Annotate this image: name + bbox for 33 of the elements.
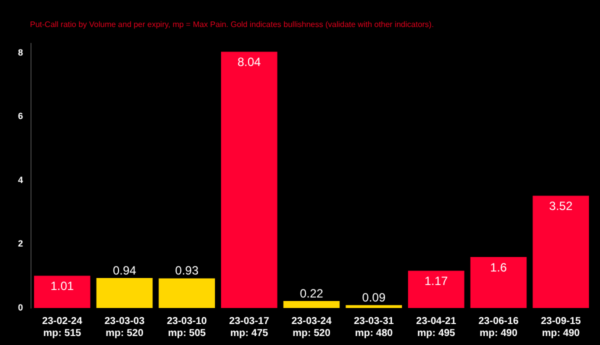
y-tick-label: 2 [18, 238, 24, 249]
data-label: 0.94 [112, 263, 137, 278]
chart-subtitle: Put-Call ratio by Volume and per expiry, mp = Max Pain. Gold indicates bullishness (validate with other indicators). [30, 20, 434, 29]
bar [34, 276, 90, 308]
x-tick-label: 23-03-24 mp: 520 [291, 316, 332, 339]
x-tick-label: 23-04-21 mp: 495 [416, 316, 457, 339]
x-tick-label: 23-03-03 mp: 520 [104, 316, 145, 339]
x-tick-label: 23-02-24 mp: 515 [42, 316, 83, 339]
data-label: 3.52 [549, 199, 573, 214]
x-tick-label: 23-03-17 mp: 475 [229, 316, 270, 339]
y-tick-label: 0 [18, 302, 24, 312]
bar [158, 278, 215, 308]
x-tick-label: 23-06-16 mp: 490 [478, 316, 519, 339]
bar [96, 278, 153, 308]
data-label: 1.01 [50, 279, 74, 294]
data-label: 8.04 [237, 55, 262, 69]
y-tick-label: 8 [18, 47, 24, 58]
bar [221, 52, 278, 308]
data-label: 1.6 [490, 260, 508, 274]
bar [346, 305, 402, 308]
bar [283, 300, 340, 308]
bar [532, 196, 589, 308]
y-tick-label: 6 [18, 111, 24, 122]
x-tick-label: 23-03-10 mp: 505 [166, 316, 208, 339]
bar [408, 270, 464, 308]
x-tick-label: 23-03-31 mp: 480 [354, 316, 394, 339]
data-label: 0.22 [300, 286, 324, 300]
data-label: 1.17 [424, 274, 448, 288]
y-tick-label: 4 [18, 174, 24, 185]
data-label: 0.93 [175, 264, 199, 278]
data-label: 0.09 [362, 290, 386, 304]
x-tick-label: 23-09-15 mp: 490 [540, 316, 582, 339]
bar [470, 256, 527, 308]
